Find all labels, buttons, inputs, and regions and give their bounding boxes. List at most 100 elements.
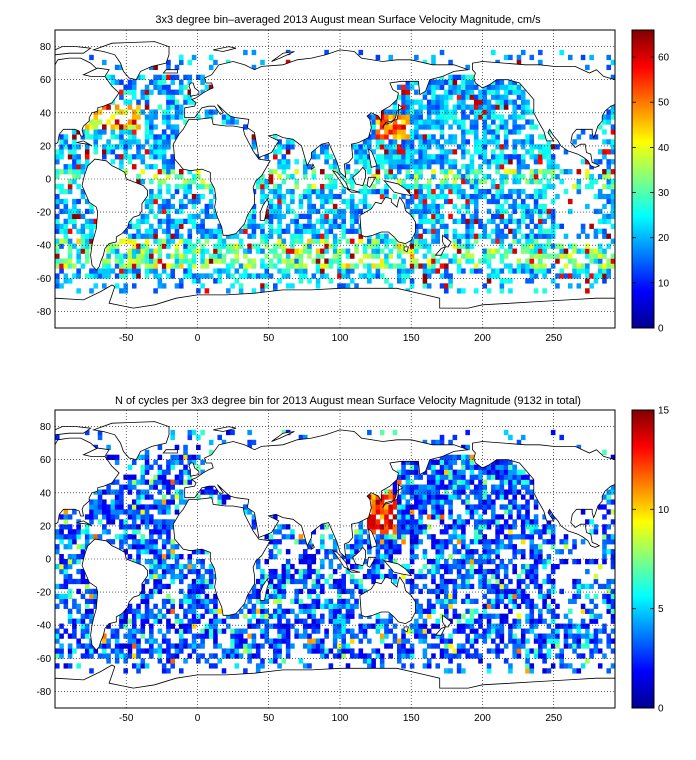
data-bin xyxy=(255,154,261,160)
data-bin xyxy=(153,139,158,145)
data-bin xyxy=(76,198,81,205)
data-bin xyxy=(405,99,411,105)
data-bin xyxy=(140,519,146,525)
data-bin xyxy=(178,278,184,284)
data-bin xyxy=(136,514,141,520)
data-bin xyxy=(401,464,406,470)
data-bin xyxy=(273,514,278,520)
data-bin xyxy=(585,519,590,525)
data-bin xyxy=(106,539,111,545)
data-bin xyxy=(512,218,517,224)
data-bin xyxy=(144,613,150,619)
data-bin xyxy=(144,119,150,125)
data-bin xyxy=(59,144,64,150)
data-bin xyxy=(435,623,441,629)
data-bin xyxy=(439,633,445,639)
data-bin xyxy=(174,228,180,234)
data-bin xyxy=(298,258,304,264)
data-bin xyxy=(546,559,552,565)
data-bin xyxy=(72,154,77,160)
map-grid xyxy=(55,30,615,328)
data-bin xyxy=(341,188,346,195)
data-bin xyxy=(495,623,500,629)
data-bin xyxy=(461,479,466,485)
data-bin xyxy=(72,223,77,229)
data-bin xyxy=(409,648,415,654)
data-bin xyxy=(422,268,428,274)
data-bin xyxy=(469,119,475,125)
data-bin xyxy=(409,174,415,180)
data-bin xyxy=(84,653,90,659)
data-bin xyxy=(495,114,500,120)
data-bin xyxy=(127,258,133,264)
data-bin xyxy=(589,653,594,659)
data-bin xyxy=(371,499,376,505)
data-bin xyxy=(431,263,436,269)
data-bin xyxy=(396,643,402,649)
data-bin xyxy=(465,623,470,629)
data-bin xyxy=(243,643,248,649)
data-bin xyxy=(170,218,175,224)
data-bin xyxy=(546,578,552,585)
data-bin xyxy=(396,253,402,259)
data-bin xyxy=(546,509,552,515)
data-bin xyxy=(572,583,577,590)
data-bin xyxy=(512,648,517,654)
data-bin xyxy=(418,489,423,495)
data-bin xyxy=(503,489,509,495)
data-bin xyxy=(213,613,218,619)
data-bin xyxy=(375,268,381,274)
data-bin xyxy=(251,633,257,639)
data-bin xyxy=(606,263,612,269)
data-bin xyxy=(102,648,107,654)
data-bin xyxy=(307,164,312,170)
data-bin xyxy=(572,268,577,274)
data-bin xyxy=(508,608,513,614)
data-bin xyxy=(238,238,244,244)
data-bin xyxy=(371,663,376,669)
data-bin xyxy=(444,648,449,654)
data-bin xyxy=(332,618,338,624)
data-bin xyxy=(405,159,411,165)
data-bin xyxy=(230,119,235,125)
data-bin xyxy=(213,278,218,284)
data-bin xyxy=(431,159,436,165)
data-bin xyxy=(140,663,146,669)
data-bin xyxy=(311,623,317,629)
data-bin xyxy=(277,628,282,634)
data-bin xyxy=(409,489,415,495)
data-bin xyxy=(418,633,423,639)
data-bin xyxy=(375,273,381,279)
data-bin xyxy=(508,268,513,274)
data-bin xyxy=(499,598,505,604)
data-bin xyxy=(414,129,419,135)
data-bin xyxy=(538,633,543,639)
data-bin xyxy=(273,638,278,644)
data-bin xyxy=(461,554,466,560)
data-bin xyxy=(136,524,141,530)
data-bin xyxy=(170,89,175,95)
data-bin xyxy=(439,504,445,510)
data-bin xyxy=(529,603,535,609)
data-bin xyxy=(119,618,124,624)
data-bin xyxy=(439,94,445,100)
data-bin xyxy=(174,74,180,80)
data-bin xyxy=(204,213,210,220)
data-bin xyxy=(140,623,146,629)
data-bin xyxy=(444,183,449,190)
data-bin xyxy=(461,74,466,80)
data-bin xyxy=(63,208,69,215)
data-bin xyxy=(405,174,411,180)
data-bin xyxy=(508,633,513,639)
data-bin xyxy=(230,648,235,654)
data-bin xyxy=(401,104,406,110)
data-bin xyxy=(170,484,175,490)
data-bin xyxy=(89,648,94,654)
data-bin xyxy=(140,583,146,590)
data-bin xyxy=(426,258,432,264)
data-bin xyxy=(332,578,338,585)
data-bin xyxy=(281,144,287,150)
data-bin xyxy=(473,524,479,530)
data-bin xyxy=(127,509,133,515)
data-bin xyxy=(277,613,282,619)
